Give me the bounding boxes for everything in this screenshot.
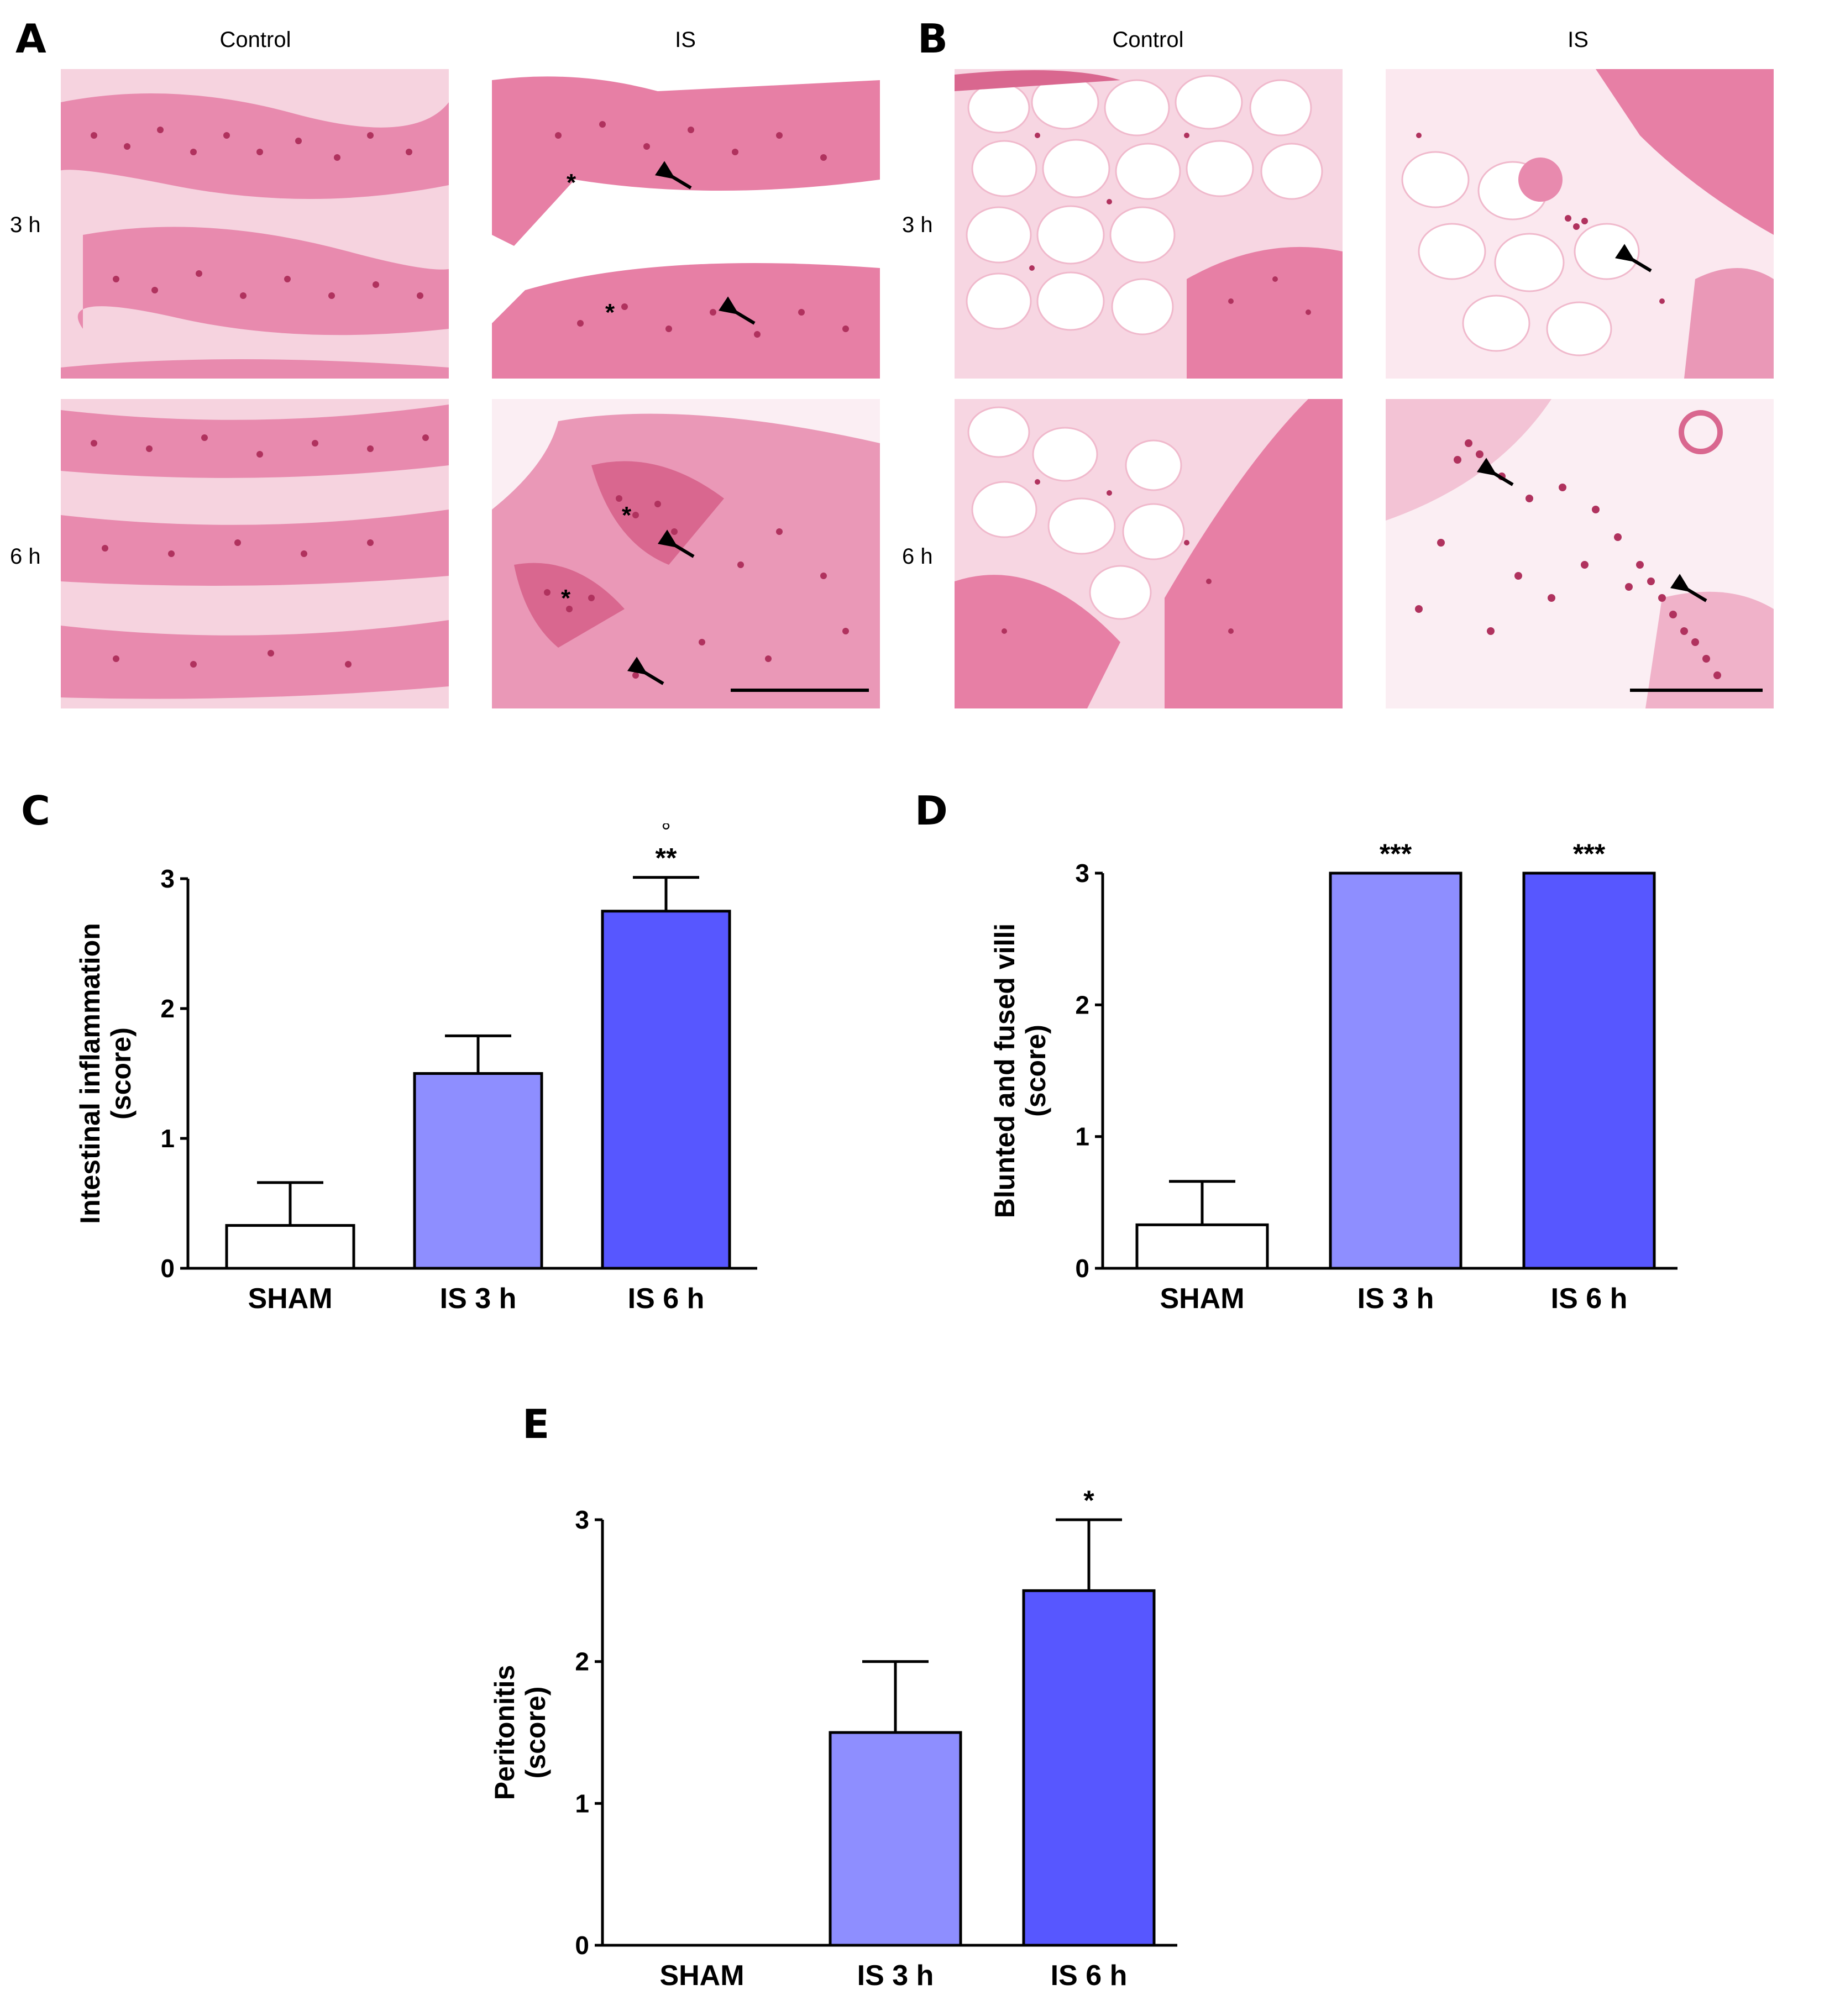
svg-text:*: * <box>561 585 571 612</box>
bar <box>1022 1589 1156 1947</box>
significance-label: *** <box>1573 838 1606 869</box>
x-tick-label: IS 6 h <box>1551 1283 1628 1315</box>
y-tick-label: 1 <box>575 1789 589 1818</box>
micrograph-b-is-3h <box>1386 69 1774 379</box>
y-tick-label: 3 <box>1075 859 1089 888</box>
bar <box>1329 872 1462 1270</box>
bar <box>601 910 731 1270</box>
x-tick-label: SHAM <box>659 1960 744 1992</box>
y-axis-label: (score) <box>1020 1025 1051 1117</box>
y-axis-label: Intestinal inflammation <box>75 923 106 1224</box>
micrograph-a-control-3h <box>61 69 449 379</box>
panel-letter-c: C <box>21 788 50 834</box>
y-axis-label: (score) <box>106 1027 137 1120</box>
bar <box>413 1072 543 1270</box>
panel-a-header-control: Control <box>219 28 291 52</box>
x-tick-label: IS 6 h <box>1051 1960 1128 1992</box>
y-tick-label: 3 <box>575 1505 589 1534</box>
bar <box>829 1731 962 1947</box>
x-tick-label: IS 3 h <box>440 1283 517 1315</box>
y-axis-label: (score) <box>520 1687 551 1779</box>
panel-b-row-3h: 3 h <box>902 213 933 237</box>
x-tick-label: IS 6 h <box>628 1283 705 1315</box>
significance-label: *** <box>1380 838 1412 869</box>
panel-letter-d: D <box>915 788 948 834</box>
significance-mark: ° <box>661 823 671 846</box>
panel-a-header-is: IS <box>675 28 696 52</box>
micrograph-b-is-6h <box>1386 399 1774 708</box>
panel-a-row-6h: 6 h <box>10 544 41 569</box>
svg-text:*: * <box>605 299 615 326</box>
y-tick-label: 1 <box>160 1124 175 1153</box>
micrograph-a-is-3h: * * <box>492 69 880 379</box>
panel-letter-a: A <box>15 15 46 62</box>
y-tick-label: 0 <box>160 1254 175 1283</box>
micrograph-a-control-6h <box>61 399 449 708</box>
x-tick-label: IS 3 h <box>857 1960 934 1992</box>
chart-blunted-fused-villi: 0 1 2 3 Blunted and fused villi (score) SHAM **… <box>989 838 1678 1315</box>
x-tick-label: IS 3 h <box>1357 1283 1434 1315</box>
panel-letter-e: E <box>522 1401 550 1447</box>
panel-a-row-3h: 3 h <box>10 213 41 237</box>
y-tick-label: 2 <box>1075 990 1089 1019</box>
y-axis-label: Blunted and fused villi <box>989 923 1020 1218</box>
x-tick-label: SHAM <box>1160 1283 1244 1315</box>
panel-b-header-control: Control <box>1112 28 1184 52</box>
micrograph-b-control-6h <box>955 399 1343 708</box>
bar <box>225 1224 355 1270</box>
bar <box>1522 872 1656 1270</box>
panel-b-header-is: IS <box>1568 28 1589 52</box>
chart-intestinal-inflammation: 0 1 2 3 Intestinal inflammation (score) SHAM IS… <box>75 823 757 1315</box>
panel-b-row-6h: 6 h <box>902 544 933 569</box>
significance-label: ** <box>656 843 677 874</box>
y-tick-label: 1 <box>1075 1122 1089 1151</box>
panel-letter-b: B <box>918 15 948 62</box>
y-tick-label: 3 <box>160 864 175 893</box>
svg-text:*: * <box>622 502 632 529</box>
chart-peritonitis: 0 1 2 3 Peritonitis (score) SHAM IS 3 h * IS 6 h <box>489 1485 1177 1992</box>
significance-label: * <box>1083 1485 1094 1516</box>
y-tick-label: 0 <box>575 1931 589 1960</box>
y-tick-label: 0 <box>1075 1254 1089 1283</box>
micrograph-b-control-3h <box>955 69 1343 379</box>
svg-text:*: * <box>567 169 576 196</box>
y-tick-label: 2 <box>575 1647 589 1676</box>
bar <box>1135 1223 1269 1270</box>
y-axis-label: Peritonitis <box>489 1665 520 1800</box>
y-tick-label: 2 <box>160 994 175 1023</box>
micrograph-a-is-6h: * * <box>492 399 880 708</box>
x-tick-label: SHAM <box>248 1283 332 1315</box>
